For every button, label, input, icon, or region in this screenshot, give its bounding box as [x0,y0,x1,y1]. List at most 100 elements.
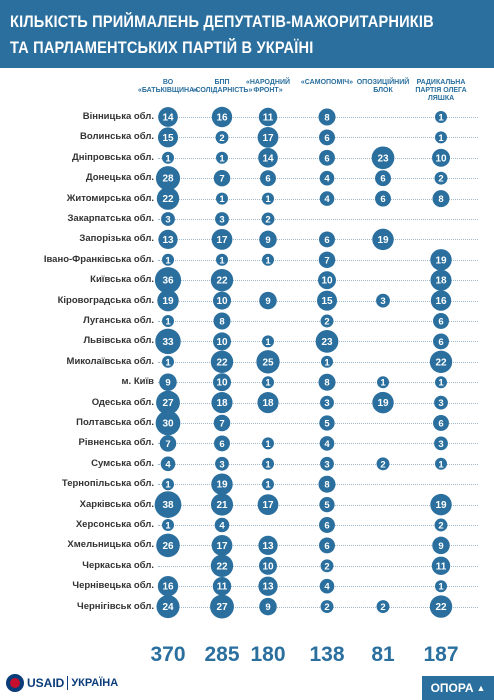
row-label: Хмельницька обл. [67,539,154,551]
value-bubble [315,330,339,353]
value-bubble [156,187,180,210]
value-label: 3 [219,459,224,470]
row-label: Луганська обл. [83,315,154,326]
value-label: 6 [438,419,443,430]
value-bubble [210,350,234,374]
value-bubble [319,170,335,186]
value-bubble [377,376,389,389]
value-label: 1 [165,255,171,266]
value-label: 2 [219,133,224,144]
value-bubble [375,190,391,207]
row-label: Житомирська обл. [66,192,154,204]
value-bubble [435,111,447,123]
value-label: 19 [435,500,447,511]
value-label: 5 [324,500,330,511]
column-header: БПП «Солідарність» [191,79,253,94]
column-header: «Самопоміч» [300,79,354,86]
value-label: 4 [219,521,225,532]
value-bubble [157,127,179,148]
value-bubble [211,106,233,128]
value-bubble [434,395,448,410]
value-label: 1 [265,255,271,266]
title-line-1: КІЛЬКІСТЬ ПРИЙМАЛЕНЬ ДЕПУТАТІВ-МАЖОРИТАР… [10,12,434,31]
value-bubble [162,253,174,266]
value-bubble [256,350,280,374]
value-bubble [262,437,274,450]
value-label: 3 [324,459,329,470]
usaid-divider [67,676,69,690]
value-label: 11 [436,561,447,572]
value-bubble [319,149,335,166]
value-label: 1 [438,113,444,124]
row-guide-line [158,484,478,485]
value-label: 13 [262,582,274,593]
value-bubble [210,594,234,619]
row-guide-line [158,321,478,322]
value-label: 1 [165,317,171,328]
row-guide-line [158,525,478,526]
opora-label: ОПОРА [430,681,474,695]
value-bubble [430,269,452,291]
value-label: 4 [324,194,330,205]
value-bubble [159,373,177,391]
row-label: Вінницька обл. [82,111,154,122]
value-bubble [376,293,390,308]
value-bubble [257,127,279,148]
value-bubble [156,533,180,558]
column-total: 180 [250,643,286,666]
value-label: 7 [219,174,224,185]
value-label: 3 [438,439,443,450]
value-bubble [154,491,182,518]
column-total: 370 [150,643,186,666]
row-guide-line [158,586,478,587]
value-bubble [319,578,335,594]
value-label: 9 [438,541,443,552]
value-label: 2 [438,174,443,185]
value-bubble [435,131,447,144]
value-bubble [257,494,279,515]
value-label: 22 [162,194,174,205]
value-bubble [376,600,390,614]
value-label: 19 [377,398,389,409]
row-label: Дніпровська обл. [71,151,154,163]
value-bubble [371,146,395,170]
value-label: 22 [216,561,228,572]
value-bubble [214,435,230,452]
value-label: 16 [162,582,174,593]
value-label: 11 [263,113,274,124]
value-label: 1 [438,459,444,470]
row-guide-line [158,464,478,465]
value-bubble [262,253,274,266]
value-label: 16 [216,113,228,124]
value-label: 9 [165,378,170,389]
value-label: 14 [162,113,174,124]
value-label: 22 [435,357,447,368]
column-total: 81 [371,643,395,666]
value-bubble [213,373,231,392]
value-label: 18 [216,398,228,409]
row-label: Запорізька обл. [79,233,154,245]
value-bubble [157,289,179,312]
value-bubble [259,597,277,616]
row-guide-line [158,545,478,546]
value-bubble [262,192,274,205]
row-label: Тернопільська обл. [61,478,154,490]
value-label: 8 [324,480,329,491]
value-bubble [162,519,174,531]
value-bubble [432,536,450,555]
value-label: 13 [262,541,274,552]
value-label: 1 [324,357,330,368]
value-label: 27 [216,602,228,613]
value-label: 1 [165,153,171,164]
value-bubble [211,229,233,250]
value-label: 5 [324,419,330,430]
row-label: Закарпатська обл. [67,213,154,224]
value-label: 23 [377,153,389,164]
value-bubble [262,457,274,470]
value-label: 10 [216,378,228,389]
value-label: 10 [216,337,228,348]
opora-logo: ОПОРА ▲ [422,676,494,700]
value-bubble [261,212,275,226]
row-guide-line [158,158,478,159]
